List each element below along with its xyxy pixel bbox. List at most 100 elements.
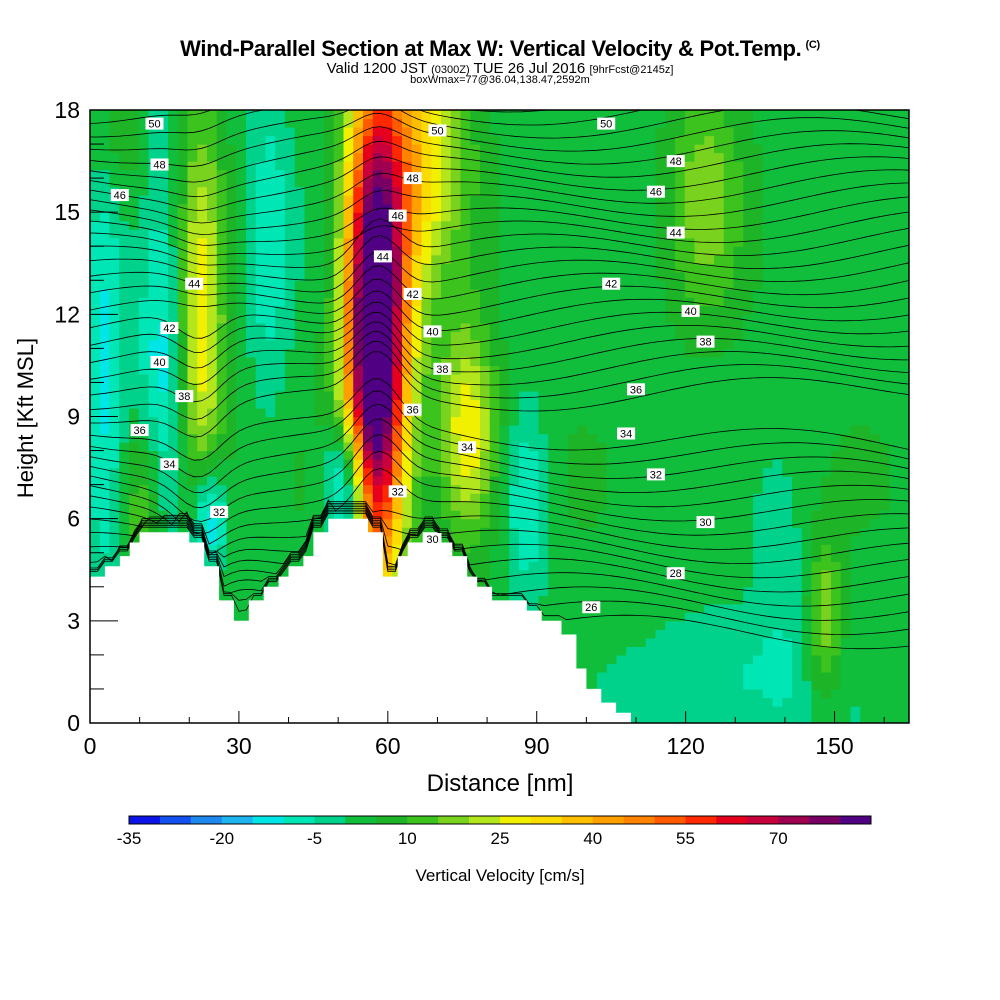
velocity-cell: [177, 510, 189, 520]
velocity-cell: [694, 127, 705, 137]
velocity-cell: [450, 501, 462, 511]
velocity-cell: [119, 280, 130, 290]
velocity-cell: [597, 348, 608, 358]
velocity-cell: [207, 348, 218, 358]
velocity-cell: [655, 322, 666, 332]
velocity-cell: [138, 161, 150, 171]
velocity-cell: [431, 229, 442, 239]
velocity-cell: [753, 603, 764, 613]
velocity-cell: [489, 152, 501, 162]
velocity-cell: [246, 365, 257, 375]
velocity-cell: [158, 288, 169, 298]
velocity-cell: [606, 620, 618, 630]
velocity-cell: [480, 135, 491, 145]
velocity-cell: [343, 493, 354, 503]
velocity-cell: [236, 535, 247, 545]
velocity-cell: [353, 331, 364, 341]
velocity-cell: [353, 425, 364, 435]
velocity-cell: [489, 348, 501, 358]
velocity-cell: [372, 297, 384, 307]
velocity-cell: [90, 254, 101, 264]
velocity-cell: [558, 595, 569, 605]
velocity-cell: [148, 314, 159, 324]
velocity-cell: [129, 442, 140, 452]
velocity-cell: [314, 425, 325, 435]
velocity-cell: [411, 110, 423, 120]
velocity-cell: [324, 144, 335, 154]
velocity-cell: [753, 229, 764, 239]
velocity-cell: [324, 169, 335, 179]
velocity-cell: [577, 365, 588, 375]
velocity-cell: [528, 339, 540, 349]
velocity-cell: [294, 331, 306, 341]
velocity-cell: [236, 127, 247, 137]
velocity-cell: [90, 229, 101, 239]
velocity-cell: [499, 561, 510, 571]
velocity-cell: [743, 442, 754, 452]
velocity-cell: [187, 220, 198, 230]
velocity-cell: [675, 637, 686, 647]
velocity-cell: [743, 288, 754, 298]
velocity-cell: [187, 407, 198, 418]
velocity-cell: [499, 229, 510, 239]
velocity-cell: [129, 501, 140, 511]
velocity-cell: [421, 178, 432, 188]
velocity-cell: [626, 331, 637, 341]
velocity-cell: [333, 425, 345, 435]
velocity-cell: [509, 425, 520, 435]
velocity-cell: [460, 127, 471, 137]
velocity-cell: [431, 314, 442, 324]
velocity-cell: [265, 135, 276, 145]
velocity-cell: [694, 501, 705, 511]
velocity-cell: [177, 399, 189, 409]
velocity-cell: [684, 152, 696, 162]
velocity-cell: [402, 459, 413, 469]
velocity-cell: [109, 203, 120, 213]
velocity-cell: [343, 178, 354, 188]
velocity-cell: [421, 407, 432, 418]
velocity-cell: [499, 254, 510, 264]
velocity-cell: [548, 339, 559, 349]
velocity-cell: [733, 348, 744, 358]
velocity-cell: [704, 603, 715, 613]
velocity-cell: [177, 459, 189, 469]
velocity-cell: [645, 620, 657, 630]
velocity-cell: [714, 510, 725, 520]
velocity-cell: [655, 348, 666, 358]
velocity-cell: [636, 578, 647, 588]
velocity-cell: [343, 467, 354, 477]
velocity-cell: [548, 476, 559, 486]
velocity-cell: [587, 135, 598, 145]
velocity-cell: [226, 280, 237, 290]
velocity-cell: [567, 561, 579, 571]
velocity-cell: [109, 280, 120, 290]
velocity-cell: [343, 118, 354, 128]
velocity-cell: [714, 246, 725, 256]
velocity-cell: [538, 195, 549, 205]
velocity-cell: [723, 535, 735, 545]
velocity-cell: [265, 288, 276, 298]
velocity-cell: [382, 416, 393, 426]
velocity-cell: [509, 595, 520, 605]
velocity-cell: [743, 569, 754, 579]
velocity-cell: [626, 544, 637, 554]
velocity-cell: [626, 220, 637, 230]
velocity-cell: [665, 450, 676, 460]
velocity-cell: [109, 314, 120, 324]
velocity-cell: [177, 476, 189, 486]
velocity-cell: [236, 305, 247, 315]
velocity-cell: [723, 603, 735, 613]
velocity-cell: [168, 246, 179, 256]
velocity-cell: [616, 637, 627, 647]
velocity-cell: [382, 459, 393, 469]
velocity-cell: [197, 135, 208, 145]
velocity-cell: [109, 246, 120, 256]
velocity-cell: [246, 501, 257, 511]
velocity-cell: [187, 271, 198, 281]
velocity-cell: [294, 178, 306, 188]
velocity-cell: [216, 569, 228, 579]
velocity-cell: [431, 195, 442, 205]
velocity-cell: [733, 110, 744, 120]
velocity-cell: [645, 203, 657, 213]
velocity-cell: [207, 450, 218, 460]
